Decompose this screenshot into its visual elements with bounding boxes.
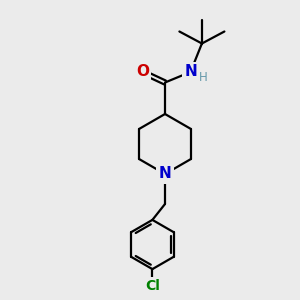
Text: O: O (136, 64, 149, 80)
Text: H: H (199, 71, 208, 84)
Text: N: N (159, 167, 171, 182)
Text: Cl: Cl (145, 279, 160, 292)
Text: N: N (184, 64, 197, 80)
